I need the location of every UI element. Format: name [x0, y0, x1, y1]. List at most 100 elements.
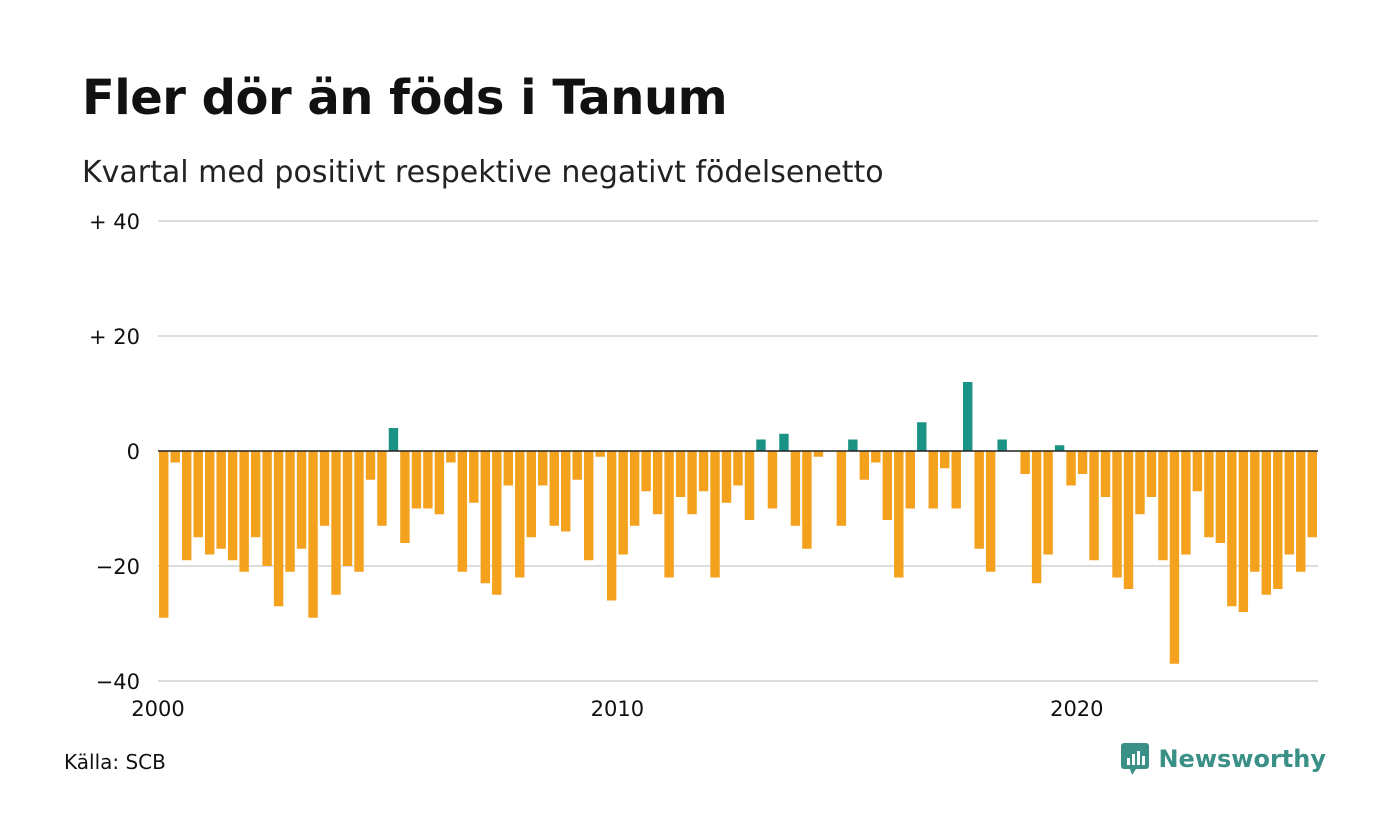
bar-negative — [905, 451, 915, 509]
bar-negative — [974, 451, 984, 549]
bar-negative — [400, 451, 410, 543]
y-tick-label: −40 — [96, 670, 140, 694]
bar-negative — [802, 451, 812, 549]
bar-negative — [182, 451, 192, 561]
bar-negative — [503, 451, 514, 486]
bar-negative — [710, 451, 720, 578]
bar-negative — [985, 451, 996, 572]
bar-negative — [342, 451, 353, 566]
bar-negative — [583, 451, 594, 561]
bar-negative — [1181, 451, 1191, 555]
bar-negative — [1192, 451, 1203, 492]
bar-negative — [549, 451, 559, 526]
x-tick-label: 2020 — [1050, 697, 1103, 721]
bar-negative — [538, 451, 548, 486]
bar-negative — [170, 451, 180, 463]
bar-negative — [618, 451, 628, 555]
bars — [159, 382, 1317, 664]
bar-negative — [423, 451, 433, 509]
bar-positive — [756, 439, 766, 451]
bar-negative — [721, 451, 732, 503]
bar-negative — [457, 451, 468, 572]
bar-negative — [894, 451, 904, 578]
bar-negative — [227, 451, 238, 561]
newsworthy-logo-icon — [1121, 743, 1150, 775]
bar-negative — [767, 451, 778, 509]
bar-negative — [928, 451, 938, 509]
bar-negative — [1112, 451, 1122, 578]
bar-negative — [492, 451, 502, 595]
brand-logo: Newsworthy — [1120, 742, 1326, 776]
bar-negative — [940, 451, 950, 469]
bar-negative — [159, 451, 169, 618]
bar-negative — [1238, 451, 1249, 612]
bar-negative — [239, 451, 249, 572]
y-tick-label: −20 — [96, 555, 140, 579]
bar-negative — [790, 451, 801, 526]
bar-negative — [1031, 451, 1042, 584]
bar-negative — [262, 451, 272, 566]
bar-negative — [1146, 451, 1157, 497]
bar-negative — [434, 451, 445, 515]
bar-negative — [1215, 451, 1226, 543]
bar-negative — [365, 451, 376, 480]
bar-negative — [515, 451, 525, 578]
bar-negative — [606, 451, 617, 601]
bar-negative — [836, 451, 847, 526]
bar-negative — [296, 451, 307, 549]
bar-negative — [882, 451, 893, 520]
bar-negative — [331, 451, 341, 595]
bar-negative — [319, 451, 330, 526]
bar-negative — [1089, 451, 1099, 561]
bar-positive — [962, 382, 973, 451]
bar-negative — [1204, 451, 1214, 538]
chart-title: Fler dör än föds i Tanum — [82, 70, 728, 126]
bar-negative — [193, 451, 203, 538]
y-tick-label: + 40 — [89, 210, 140, 234]
bar-negative — [664, 451, 674, 578]
bar-negative — [1123, 451, 1134, 589]
bar-negative — [687, 451, 697, 515]
bar-negative — [1273, 451, 1283, 589]
bar-negative — [1250, 451, 1260, 572]
x-tick-label: 2000 — [131, 697, 184, 721]
bar-negative — [733, 451, 743, 486]
bar-negative — [216, 451, 226, 549]
bar-negative — [641, 451, 651, 492]
bar-negative — [377, 451, 387, 526]
bar-negative — [526, 451, 536, 538]
chart-subtitle: Kvartal med positivt respektive negativt… — [82, 155, 884, 190]
bar-negative — [285, 451, 295, 572]
bar-negative — [250, 451, 261, 538]
bar-negative — [629, 451, 640, 526]
bar-negative — [561, 451, 571, 532]
bar-negative — [308, 451, 318, 618]
bar-negative — [469, 451, 479, 503]
bar-negative — [1296, 451, 1306, 572]
bar-negative — [1158, 451, 1168, 561]
bar-negative — [204, 451, 215, 555]
bar-negative — [1169, 451, 1180, 664]
bar-negative — [1100, 451, 1111, 497]
bar-negative — [744, 451, 755, 520]
bar-negative — [1135, 451, 1145, 515]
y-tick-label: + 20 — [89, 325, 140, 349]
bar-positive — [848, 439, 858, 451]
bar-negative — [675, 451, 686, 497]
y-axis-ticks: + 40 + 20 0 −20 −40 — [89, 210, 140, 694]
bar-negative — [1261, 451, 1272, 595]
bar-positive — [1054, 445, 1065, 451]
bar-negative — [871, 451, 881, 463]
bar-negative — [595, 451, 605, 457]
bar-positive — [997, 439, 1007, 451]
x-axis-ticks: 2000 2010 2020 — [131, 697, 1103, 721]
bar-negative — [1227, 451, 1237, 607]
x-tick-label: 2010 — [591, 697, 644, 721]
bar-negative — [951, 451, 961, 509]
bar-negative — [480, 451, 491, 584]
bar-negative — [1020, 451, 1030, 474]
bar-negative — [354, 451, 364, 572]
y-tick-label: 0 — [127, 440, 140, 464]
bar-negative — [813, 451, 824, 457]
